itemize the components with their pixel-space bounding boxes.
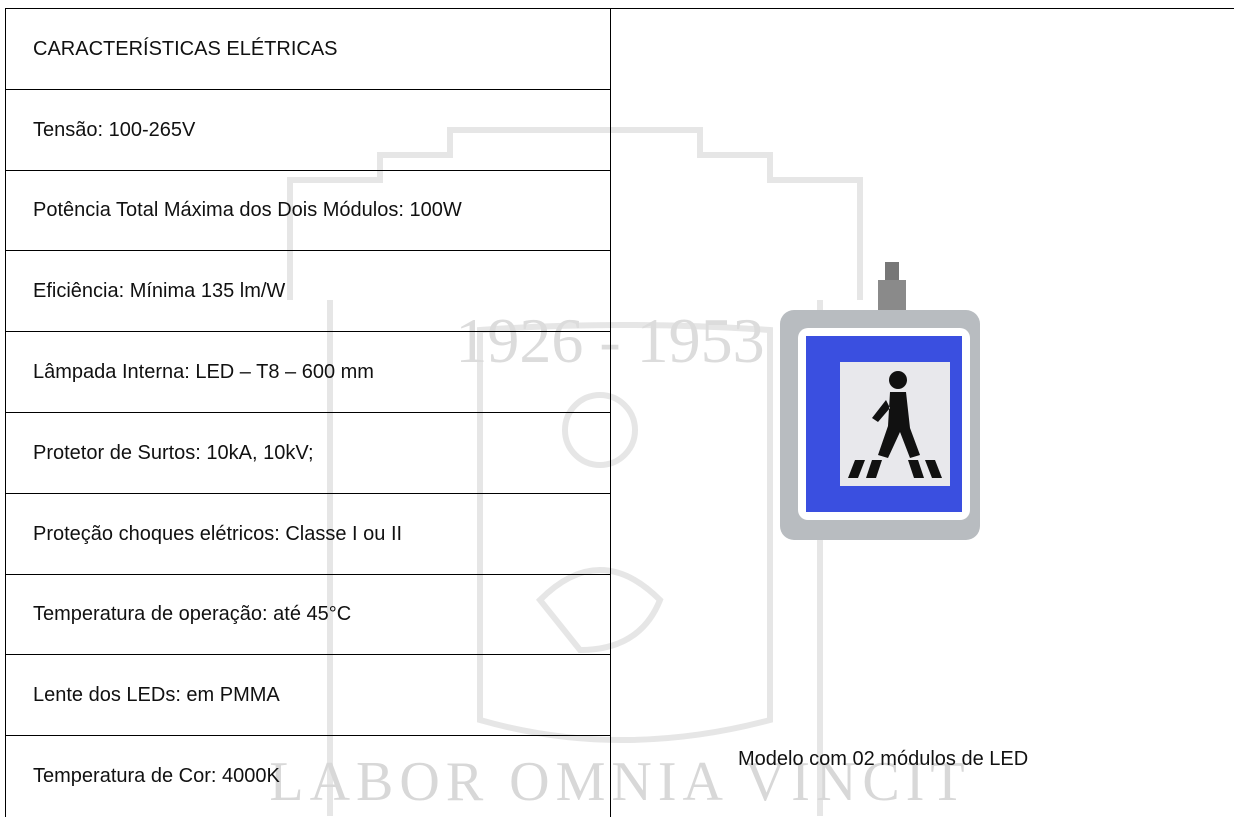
table-row: Proteção choques elétricos: Classe I ou … bbox=[5, 492, 611, 575]
table-row: Protetor de Surtos: 10kA, 10kV; bbox=[5, 412, 611, 494]
table-header: CARACTERÍSTICAS ELÉTRICAS bbox=[5, 8, 611, 90]
table-row: Potência Total Máxima dos Dois Módulos: … bbox=[5, 169, 611, 252]
table-row: Tensão: 100-265V bbox=[5, 88, 611, 171]
table-row: Lâmpada Interna: LED – T8 – 600 mm bbox=[5, 331, 611, 413]
table-row: Eficiência: Mínima 135 lm/W bbox=[5, 250, 611, 333]
figure-caption: Modelo com 02 módulos de LED bbox=[738, 748, 1029, 770]
sign-image bbox=[780, 262, 980, 540]
table-border bbox=[611, 8, 1234, 9]
watermark-motto: LABOR OMNIA VINCIT bbox=[269, 751, 970, 813]
table-row: Temperatura de operação: até 45°C bbox=[5, 573, 611, 656]
table-row: Lente dos LEDs: em PMMA bbox=[5, 654, 611, 737]
table-row: Temperatura de Cor: 4000K bbox=[5, 735, 611, 817]
